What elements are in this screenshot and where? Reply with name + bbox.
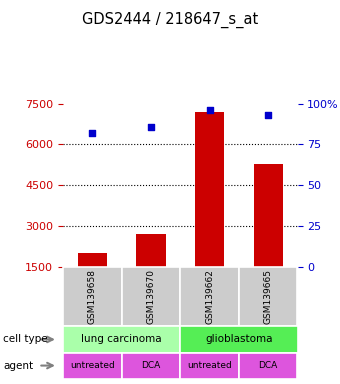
Point <box>148 124 154 130</box>
Bar <box>239 353 298 379</box>
Text: agent: agent <box>3 361 34 371</box>
Text: GSM139665: GSM139665 <box>264 269 273 324</box>
Text: DCA: DCA <box>258 361 278 370</box>
Bar <box>136 234 166 308</box>
Text: cell type: cell type <box>3 334 48 344</box>
Bar <box>78 253 107 308</box>
Bar <box>180 353 239 379</box>
Text: glioblastoma: glioblastoma <box>205 334 273 344</box>
Bar <box>254 164 283 308</box>
Text: GSM139662: GSM139662 <box>205 269 214 324</box>
Point <box>266 112 271 118</box>
Point <box>89 130 95 136</box>
Bar <box>180 326 298 353</box>
Text: untreated: untreated <box>187 361 232 370</box>
Bar <box>239 267 298 326</box>
Bar <box>122 267 180 326</box>
Bar <box>63 326 180 353</box>
Bar <box>122 353 180 379</box>
Point <box>207 107 212 113</box>
Bar <box>195 112 224 308</box>
Text: DCA: DCA <box>141 361 160 370</box>
Text: untreated: untreated <box>70 361 115 370</box>
Bar <box>63 267 122 326</box>
Bar <box>63 353 122 379</box>
Text: lung carcinoma: lung carcinoma <box>81 334 162 344</box>
Text: GSM139658: GSM139658 <box>88 269 97 324</box>
Bar <box>180 267 239 326</box>
Text: GSM139670: GSM139670 <box>147 269 155 324</box>
Text: GDS2444 / 218647_s_at: GDS2444 / 218647_s_at <box>82 12 258 28</box>
